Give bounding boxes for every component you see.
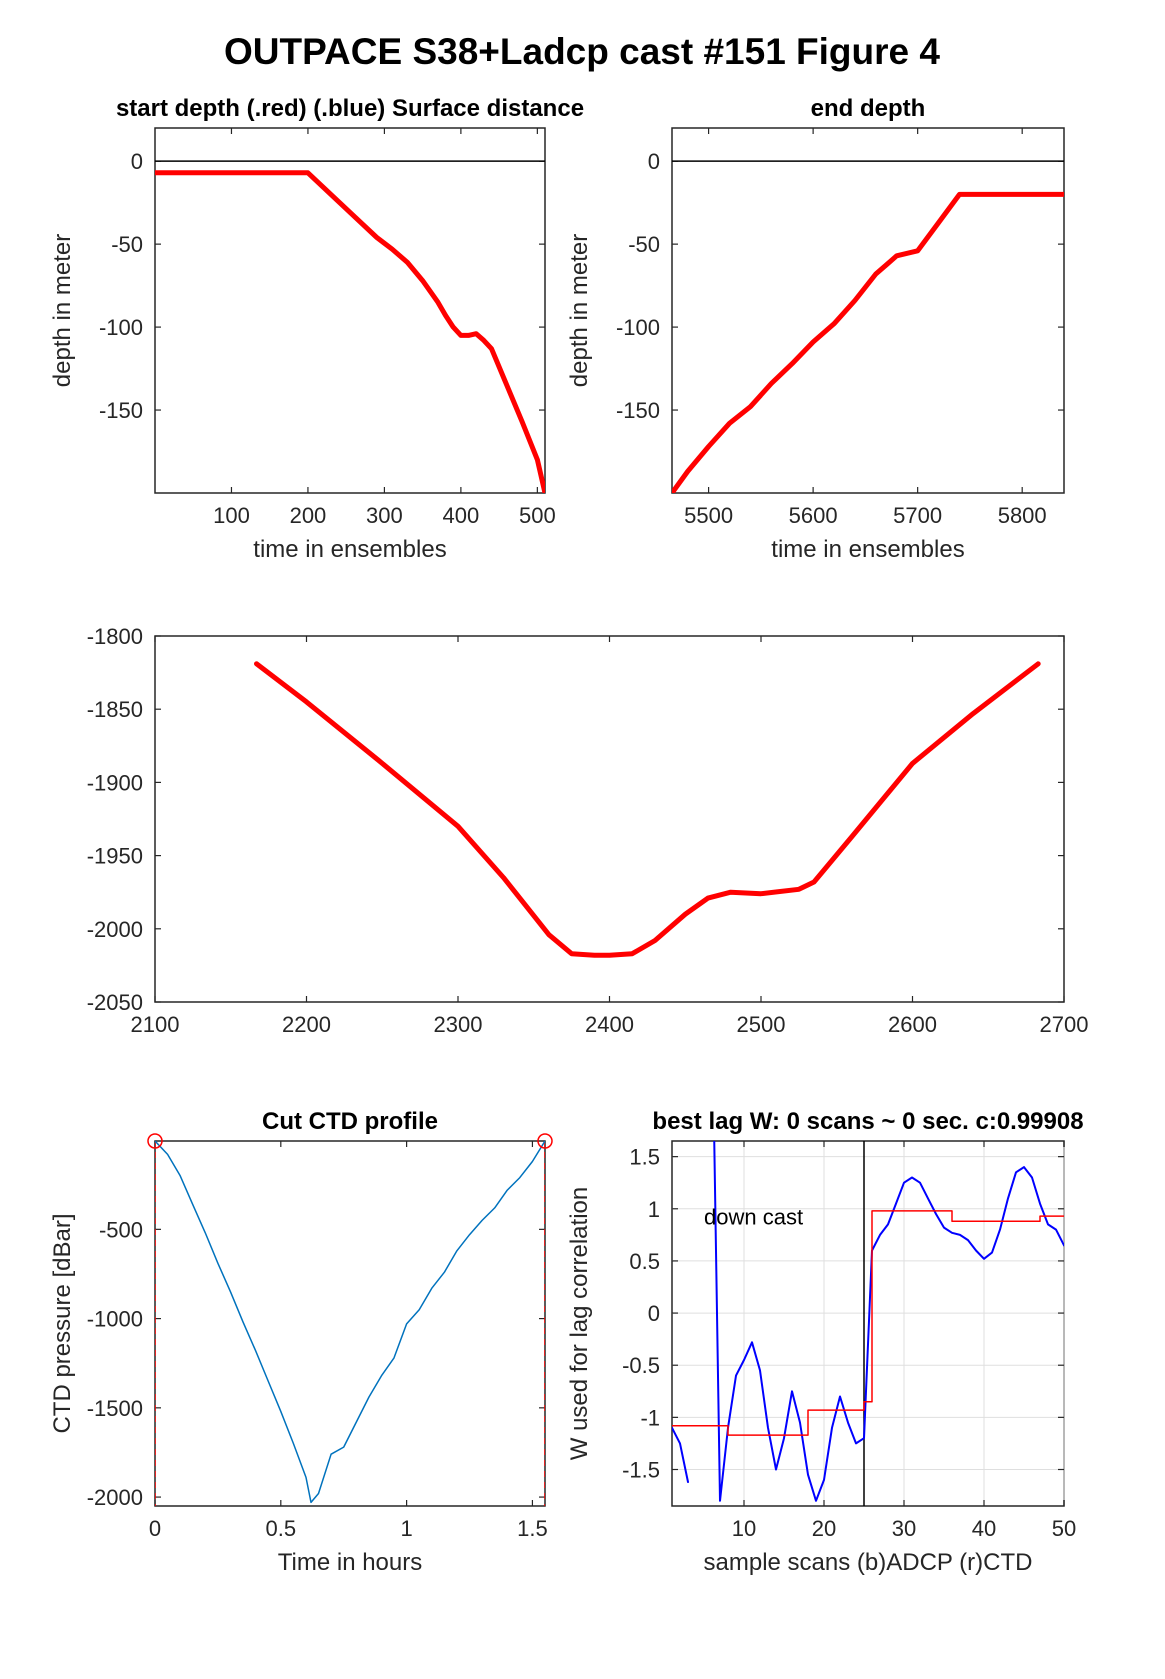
y-tick-label: -50 [111, 232, 143, 257]
plot-content [672, 1141, 1064, 1506]
x-tick-label: 2100 [131, 1012, 180, 1037]
x-tick-label: 400 [443, 503, 480, 528]
x-tick-label: 2700 [1040, 1012, 1089, 1037]
chart-lag: 10 20 30 40 50 1.5 1 0.5 0 -0.5 -1 -1.5 best lag W: … [566, 1108, 1084, 1576]
x-tick-label: 10 [732, 1516, 756, 1541]
x-tick-label: 20 [812, 1516, 836, 1541]
y-tick-label: -1500 [87, 1396, 143, 1421]
y-tick-label: -100 [99, 315, 143, 340]
y-tick-label: 1 [648, 1197, 660, 1222]
y-tick-label: -2000 [87, 917, 143, 942]
series-line-ctd [672, 1210, 1064, 1436]
x-axis-label: time in ensembles [771, 536, 964, 563]
y-tick-label: -0.5 [622, 1353, 660, 1378]
series-line-0 [254, 661, 1041, 958]
chart-start: 100 200 300 400 500 0 -50 -100 -150 start depth (… [49, 95, 584, 563]
plot-content [254, 661, 1041, 958]
y-tick-label: -150 [616, 398, 660, 423]
x-tick-label: 40 [972, 1516, 996, 1541]
y-tick-label: 0.5 [629, 1249, 660, 1274]
figure-title: OUTPACE S38+Ladcp cast #151 Figure 4 [224, 31, 940, 72]
y-tick-label: -1.5 [622, 1458, 660, 1483]
y-tick-label: 0 [648, 1301, 660, 1326]
x-tick-label: 300 [366, 503, 403, 528]
y-tick-label: -2050 [87, 990, 143, 1015]
series-line-0 [155, 170, 545, 493]
y-tick-label: 0 [131, 149, 143, 174]
y-axis-label: CTD pressure [dBar] [49, 1213, 76, 1433]
y-tick-label: -500 [99, 1217, 143, 1242]
x-tick-label: 2600 [888, 1012, 937, 1037]
x-tick-label: 5800 [998, 503, 1047, 528]
axes-title: Cut CTD profile [262, 1108, 438, 1135]
x-tick-label: 2200 [282, 1012, 331, 1037]
endpoint-marker [147, 1133, 163, 1149]
y-tick-label: -150 [99, 398, 143, 423]
x-axis-label: time in ensembles [253, 536, 446, 563]
plot-area [154, 1140, 546, 1507]
x-tick-label: 200 [290, 503, 327, 528]
y-axis-label: W used for lag correlation [566, 1187, 593, 1460]
x-axis-label: Time in hours [278, 1549, 423, 1576]
x-tick-label: 5600 [789, 503, 838, 528]
y-axis-label: depth in meter [566, 234, 593, 387]
y-tick-label: -1 [640, 1405, 660, 1430]
x-tick-label: 2400 [585, 1012, 634, 1037]
x-tick-label: 0.5 [266, 1516, 297, 1541]
series-line-adcp [672, 1141, 1064, 1502]
x-tick-label: 5500 [684, 503, 733, 528]
y-tick-label: -50 [628, 232, 660, 257]
chart-middle: 2100 2200 2300 2400 2500 2600 2700 -1800 -1850 -1… [87, 624, 1089, 1037]
x-tick-label: 100 [213, 503, 250, 528]
axes-title: best lag W: 0 scans ~ 0 sec. c:0.99908 [652, 1108, 1083, 1135]
y-axis-label: depth in meter [49, 234, 76, 387]
y-tick-label: 1.5 [629, 1145, 660, 1170]
x-tick-label: 500 [519, 503, 556, 528]
x-tick-label: 0 [149, 1516, 161, 1541]
plot-content [155, 160, 545, 493]
plot-area [154, 635, 1065, 1003]
plot-content [155, 1141, 545, 1506]
plot-area [671, 127, 1065, 494]
plot-area [154, 127, 546, 494]
x-axis-label: sample scans (b)ADCP (r)CTD [704, 1549, 1033, 1576]
plot-content [672, 160, 1064, 493]
chart-end: 5500 5600 5700 5800 0 -50 -100 -150 end depth tim… [566, 95, 1065, 563]
x-tick-label: 2300 [434, 1012, 483, 1037]
annotation-text: down cast [704, 1204, 803, 1229]
x-tick-label: 5700 [893, 503, 942, 528]
x-tick-label: 30 [892, 1516, 916, 1541]
y-tick-label: -1850 [87, 697, 143, 722]
y-tick-label: -100 [616, 315, 660, 340]
y-tick-label: -1000 [87, 1307, 143, 1332]
axes-title: end depth [811, 95, 926, 122]
series-line-0 [155, 1141, 545, 1504]
y-tick-label: -1800 [87, 624, 143, 649]
x-tick-label: 2500 [737, 1012, 786, 1037]
y-tick-label: 0 [648, 149, 660, 174]
axes-title: start depth (.red) (.blue) Surface dista… [116, 95, 584, 122]
chart-cut: 0 0.5 1 1.5 -500 -1000 -1500 -2000 Cut CTD profi… [49, 1108, 553, 1576]
y-tick-label: -1900 [87, 770, 143, 795]
x-tick-label: 1 [400, 1516, 412, 1541]
x-tick-label: 50 [1052, 1516, 1076, 1541]
y-tick-label: -1950 [87, 844, 143, 869]
endpoint-marker [537, 1133, 553, 1149]
series-line-0 [672, 191, 1064, 493]
x-tick-label: 1.5 [517, 1516, 548, 1541]
y-tick-label: -2000 [87, 1485, 143, 1510]
